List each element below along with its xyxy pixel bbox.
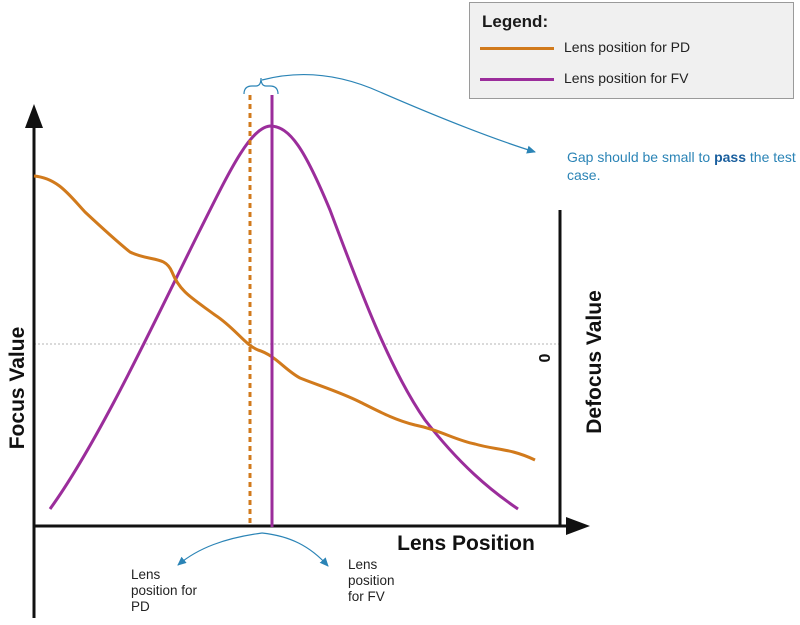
y-axis-right-label: Defocus Value <box>583 290 606 434</box>
legend-label-fv: Lens position for FV <box>564 70 689 86</box>
fv-curve <box>48 124 519 511</box>
gap-note-prefix: Gap should be small to <box>567 149 715 165</box>
gap-note-emphasis: pass <box>714 149 747 165</box>
y-axis-arrowhead <box>25 104 43 128</box>
x-axis-arrowhead <box>566 517 590 535</box>
y-axis-left-label: Focus Value <box>6 327 29 450</box>
legend-label-pd: Lens position for PD <box>564 39 691 55</box>
gap-note-arrow <box>261 74 536 154</box>
legend-title: Legend: <box>482 12 549 31</box>
defocus-zero-label: 0 <box>537 353 554 362</box>
pd-curve <box>33 174 536 462</box>
legend-swatch-fv <box>480 78 554 81</box>
fv-label-arrow <box>261 532 329 567</box>
pd-marker-label: Lens position for PD <box>131 567 198 614</box>
x-axis-label: Lens Position <box>397 532 535 555</box>
pd-label-arrow <box>177 532 263 566</box>
gap-brace <box>243 77 279 95</box>
fv-marker-label: Lens position for FV <box>348 557 395 604</box>
gap-note: Gap should be small to pass the test cas… <box>567 148 799 184</box>
legend-swatch-pd <box>480 47 554 50</box>
gap-note-suffix: the test case. <box>567 149 796 183</box>
legend: Legend: Lens position for PD Lens positi… <box>469 2 794 99</box>
